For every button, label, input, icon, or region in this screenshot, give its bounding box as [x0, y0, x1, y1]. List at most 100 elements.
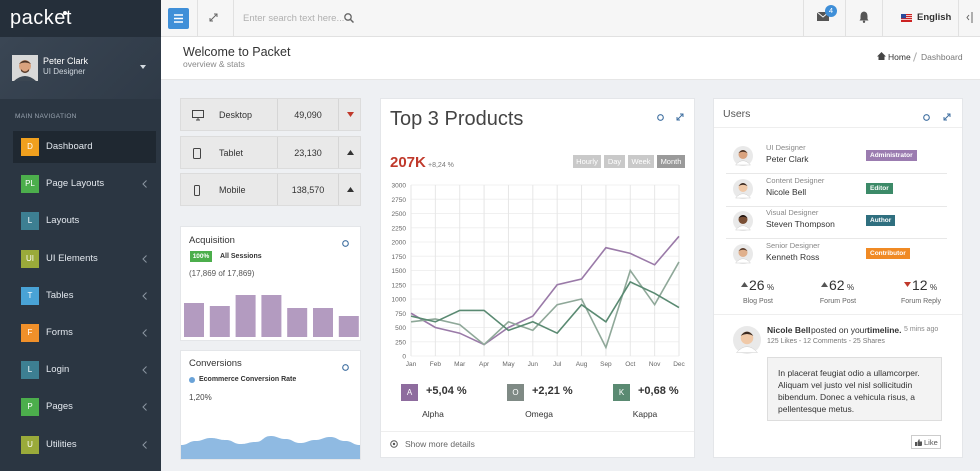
submenu-chevron — [142, 403, 147, 412]
mail-count-badge: 4 — [825, 5, 837, 17]
nav-item[interactable]: T Tables — [13, 280, 156, 312]
notifications-icon-part — [859, 11, 869, 21]
device-row: Mobile 138,570 — [180, 173, 361, 206]
area — [181, 436, 360, 459]
language[interactable]: English — [917, 12, 952, 23]
feed-name[interactable]: Nicole Bell — [767, 325, 811, 335]
show-more[interactable]: Show more details — [405, 439, 475, 449]
stat-unit: % — [767, 283, 775, 292]
nav-item[interactable]: F Forms — [13, 317, 156, 349]
avatar-part — [734, 225, 752, 231]
collapse-right[interactable] — [966, 12, 974, 23]
nav-item[interactable]: L Login — [13, 354, 156, 386]
bar — [313, 308, 333, 337]
feed-target[interactable]: timeline. — [867, 325, 902, 335]
divider — [845, 0, 846, 36]
sessions-detail: (17,869 of 17,869) — [189, 269, 255, 278]
like-icon — [915, 439, 922, 446]
panel-expand[interactable] — [943, 113, 951, 121]
nav-label: Utilities — [46, 438, 77, 450]
panel-toggle[interactable] — [342, 364, 349, 371]
period-button[interactable]: Day — [604, 155, 625, 168]
product-change: +2,21 % — [532, 385, 573, 397]
nav-item[interactable]: UI UI Elements — [13, 243, 156, 275]
search-placeholder[interactable]: Enter search text here... — [243, 13, 345, 24]
x-tick-label: Feb — [430, 361, 442, 368]
avatar — [733, 326, 761, 354]
x-tick-label: Sep — [600, 361, 612, 368]
user-name[interactable]: Nicole Bell — [766, 186, 807, 197]
user-menu-caret[interactable] — [140, 65, 146, 69]
notifications-icon[interactable] — [859, 11, 869, 23]
breadcrumb-separator-part — [913, 52, 917, 62]
breadcrumb-separator — [913, 52, 917, 62]
period-button[interactable]: Month — [657, 155, 685, 168]
like-label[interactable]: Like — [924, 438, 938, 447]
panel-toggle-part — [342, 240, 349, 247]
logo-dot — [63, 11, 67, 15]
nav-item[interactable]: PL Page Layouts — [13, 168, 156, 200]
product-letter: A — [401, 384, 418, 401]
divider — [338, 99, 339, 130]
nav-label: Layouts — [46, 215, 80, 227]
feed-message: In placerat feugiat odio a ullamcorper. … — [778, 368, 920, 414]
nav-item[interactable]: L Layouts — [13, 205, 156, 237]
arrow-up-part — [347, 150, 354, 155]
more-icon[interactable] — [390, 440, 398, 448]
y-tick-label: 2750 — [392, 197, 407, 204]
panel-toggle[interactable] — [657, 114, 664, 121]
period-button[interactable]: Week — [628, 155, 654, 168]
legend-label: Ecommerce Conversion Rate — [199, 376, 297, 383]
products-total: 207K — [390, 154, 426, 171]
line — [410, 280, 680, 335]
avatar-part — [738, 247, 748, 257]
nav-item[interactable]: D Dashboard — [13, 131, 156, 163]
breadcrumb-home[interactable]: Home — [888, 52, 911, 62]
conversions-chart — [181, 436, 360, 459]
arrow-down — [347, 112, 354, 117]
search-icon[interactable] — [344, 13, 354, 23]
user-role: Content Designer — [766, 175, 825, 185]
product-letter: K — [613, 384, 630, 401]
logo-dot-part — [63, 11, 67, 15]
nav-item[interactable]: U Utilities — [13, 429, 156, 461]
menu-toggle[interactable] — [168, 8, 189, 29]
arrow-up-part — [347, 187, 354, 192]
user-avatar-part — [19, 60, 31, 72]
x-tick-label: Mar — [454, 361, 466, 368]
panel-toggle-part — [342, 364, 349, 371]
product-change: +5,04 % — [426, 385, 467, 397]
user-name[interactable]: Peter Clark — [766, 154, 809, 164]
fullscreen-toggle[interactable] — [209, 13, 218, 22]
like-button[interactable]: Like — [911, 435, 941, 449]
device-icon-part — [193, 148, 201, 159]
user-name[interactable]: Steven Thompson — [766, 219, 835, 229]
flag-icon[interactable] — [901, 14, 912, 22]
role-badge: Contributor — [866, 247, 910, 259]
panel-toggle[interactable] — [342, 240, 349, 247]
period-button[interactable]: Hourly — [573, 155, 601, 168]
avatar-part — [738, 215, 748, 224]
product-change: +0,68 % — [638, 385, 679, 397]
acquisition-chart — [184, 295, 359, 337]
user-name[interactable]: Kenneth Ross — [766, 251, 820, 262]
y-tick-label: 1500 — [392, 268, 407, 275]
user-avatar-part — [14, 76, 36, 81]
divider — [233, 0, 234, 36]
collapse-right-part — [966, 14, 970, 21]
product-name: Kappa — [632, 409, 658, 419]
panel-toggle[interactable] — [923, 114, 930, 121]
product-name: Omega — [525, 409, 553, 419]
notifications-icon-part — [862, 20, 866, 23]
nav-item[interactable]: P Pages — [13, 391, 156, 423]
panel-title: Conversions — [189, 358, 242, 369]
divider — [197, 0, 198, 36]
nav-heading: MAIN NAVIGATION — [15, 113, 77, 120]
divider — [277, 137, 278, 168]
divider — [277, 174, 278, 205]
bar — [287, 308, 308, 337]
y-tick-label: 1250 — [392, 282, 407, 289]
line — [410, 261, 680, 350]
panel-expand[interactable] — [676, 113, 684, 121]
device-icon-part — [194, 185, 200, 196]
